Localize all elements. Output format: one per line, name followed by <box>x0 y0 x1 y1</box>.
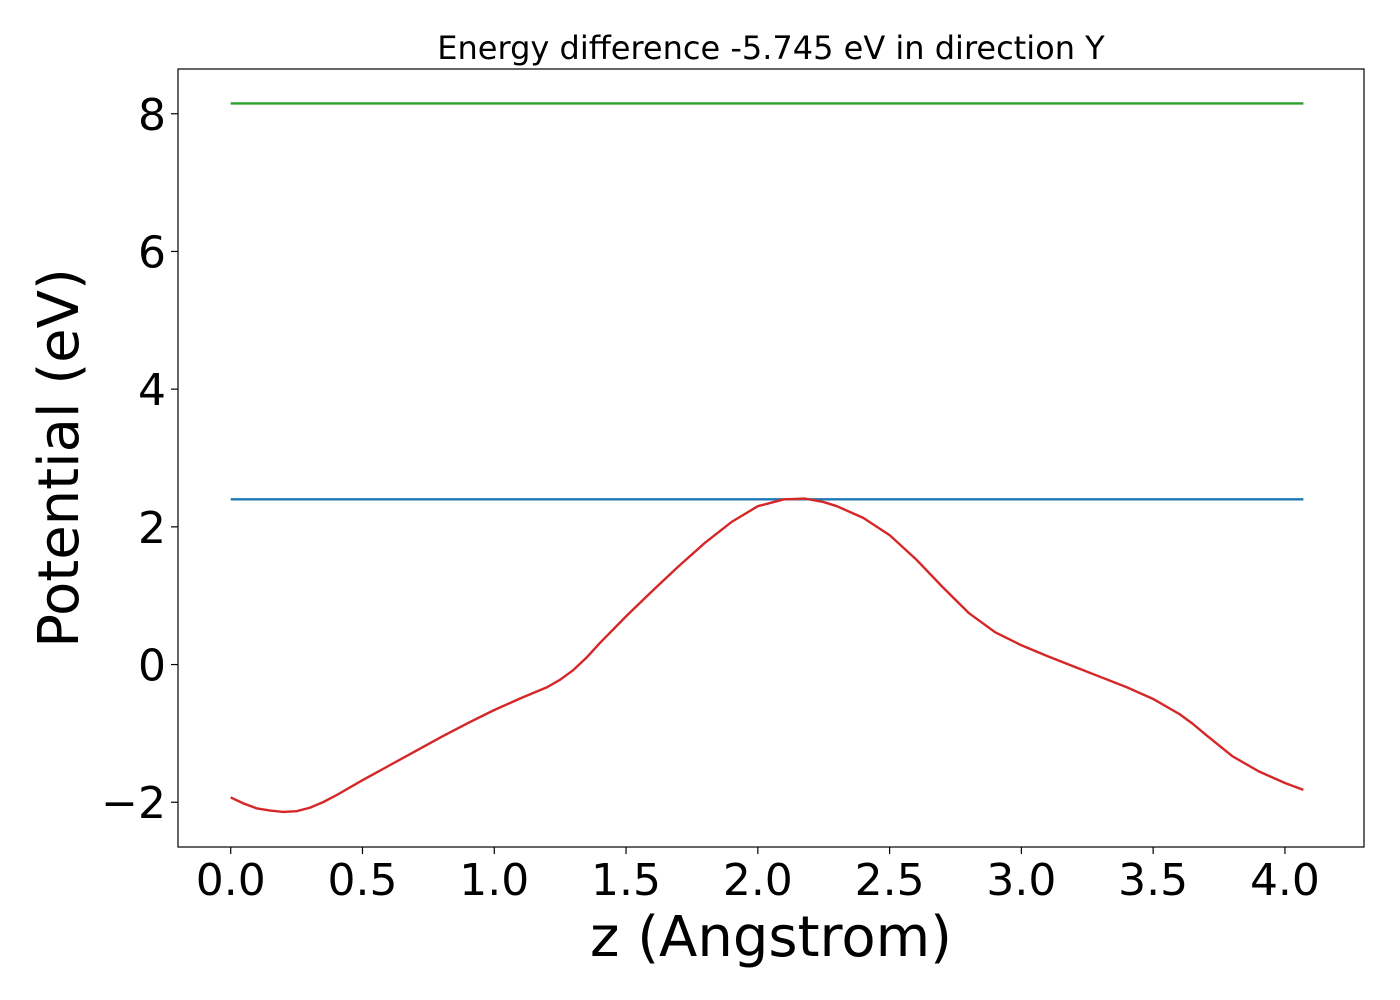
x-tick-label: 0.5 <box>327 855 397 906</box>
y-tick-label: 0 <box>138 641 166 692</box>
y-axis: −2 0 2 4 6 8 <box>101 90 178 829</box>
y-tick-label: 8 <box>138 90 166 141</box>
x-tick-label: 3.5 <box>1118 855 1188 906</box>
chart-title: Energy difference -5.745 eV in direction… <box>437 29 1105 67</box>
x-axis-title: z (Angstrom) <box>590 905 952 970</box>
x-tick-label: 0.0 <box>196 855 266 906</box>
x-tick-label: 3.0 <box>986 855 1056 906</box>
x-axis: 0.0 0.5 1.0 1.5 2.0 2.5 3.0 3.5 4.0 <box>196 847 1320 906</box>
y-tick-label: −2 <box>101 778 166 829</box>
x-tick-label: 4.0 <box>1250 855 1320 906</box>
x-tick-label: 1.5 <box>591 855 661 906</box>
x-tick-label: 1.0 <box>459 855 529 906</box>
y-tick-label: 4 <box>138 365 166 416</box>
series-line-2 <box>230 497 1304 814</box>
y-tick-label: 6 <box>138 227 166 278</box>
y-tick-label: 2 <box>138 503 166 554</box>
x-tick-label: 2.5 <box>855 855 925 906</box>
series-layer <box>230 102 1304 814</box>
x-tick-label: 2.0 <box>723 855 793 906</box>
plot-frame <box>177 68 1365 848</box>
y-axis-title: Potential (eV) <box>27 268 92 648</box>
